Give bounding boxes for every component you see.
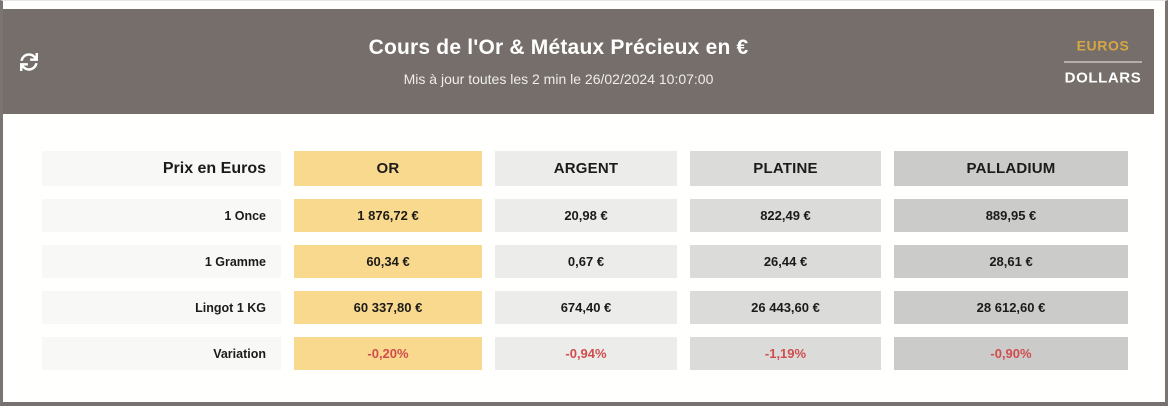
widget-header: Cours de l'Or & Métaux Précieux en € Mis… [3, 9, 1154, 114]
column-header-platine: PLATINE [690, 151, 881, 186]
value-platine-lingot: 26 443,60 € [690, 291, 881, 324]
refresh-button[interactable] [16, 49, 42, 75]
variation-argent: -0,94% [495, 337, 677, 370]
value-argent-lingot: 674,40 € [495, 291, 677, 324]
refresh-icon [20, 52, 38, 71]
currency-option-euros[interactable]: EUROS [1064, 37, 1142, 62]
value-or-gramme: 60,34 € [294, 245, 482, 278]
update-status: Mis à jour toutes les 2 min le 26/02/202… [403, 71, 714, 87]
value-palladium-lingot: 28 612,60 € [894, 291, 1128, 324]
price-table: Prix en Euros OR ARGENT PLATINE PALLADIU… [42, 151, 1128, 370]
column-header-argent: ARGENT [495, 151, 677, 186]
row-label-lingot: Lingot 1 KG [42, 291, 281, 324]
row-label-gramme: 1 Gramme [42, 245, 281, 278]
variation-platine: -1,19% [690, 337, 881, 370]
variation-or: -0,20% [294, 337, 482, 370]
value-palladium-gramme: 28,61 € [894, 245, 1128, 278]
variation-palladium: -0,90% [894, 337, 1128, 370]
value-palladium-once: 889,95 € [894, 199, 1128, 232]
column-header-palladium: PALLADIUM [894, 151, 1128, 186]
value-argent-once: 20,98 € [495, 199, 677, 232]
header-title-block: Cours de l'Or & Métaux Précieux en € Mis… [123, 9, 994, 114]
currency-toggle: EUROS DOLLARS [1064, 37, 1142, 86]
widget-title: Cours de l'Or & Métaux Précieux en € [368, 36, 749, 59]
column-header-or: OR [294, 151, 482, 186]
value-or-lingot: 60 337,80 € [294, 291, 482, 324]
row-label-variation: Variation [42, 337, 281, 370]
value-or-once: 1 876,72 € [294, 199, 482, 232]
value-platine-once: 822,49 € [690, 199, 881, 232]
row-label-once: 1 Once [42, 199, 281, 232]
table-corner-label: Prix en Euros [42, 151, 281, 186]
value-argent-gramme: 0,67 € [495, 245, 677, 278]
value-platine-gramme: 26,44 € [690, 245, 881, 278]
currency-option-dollars[interactable]: DOLLARS [1064, 69, 1142, 86]
